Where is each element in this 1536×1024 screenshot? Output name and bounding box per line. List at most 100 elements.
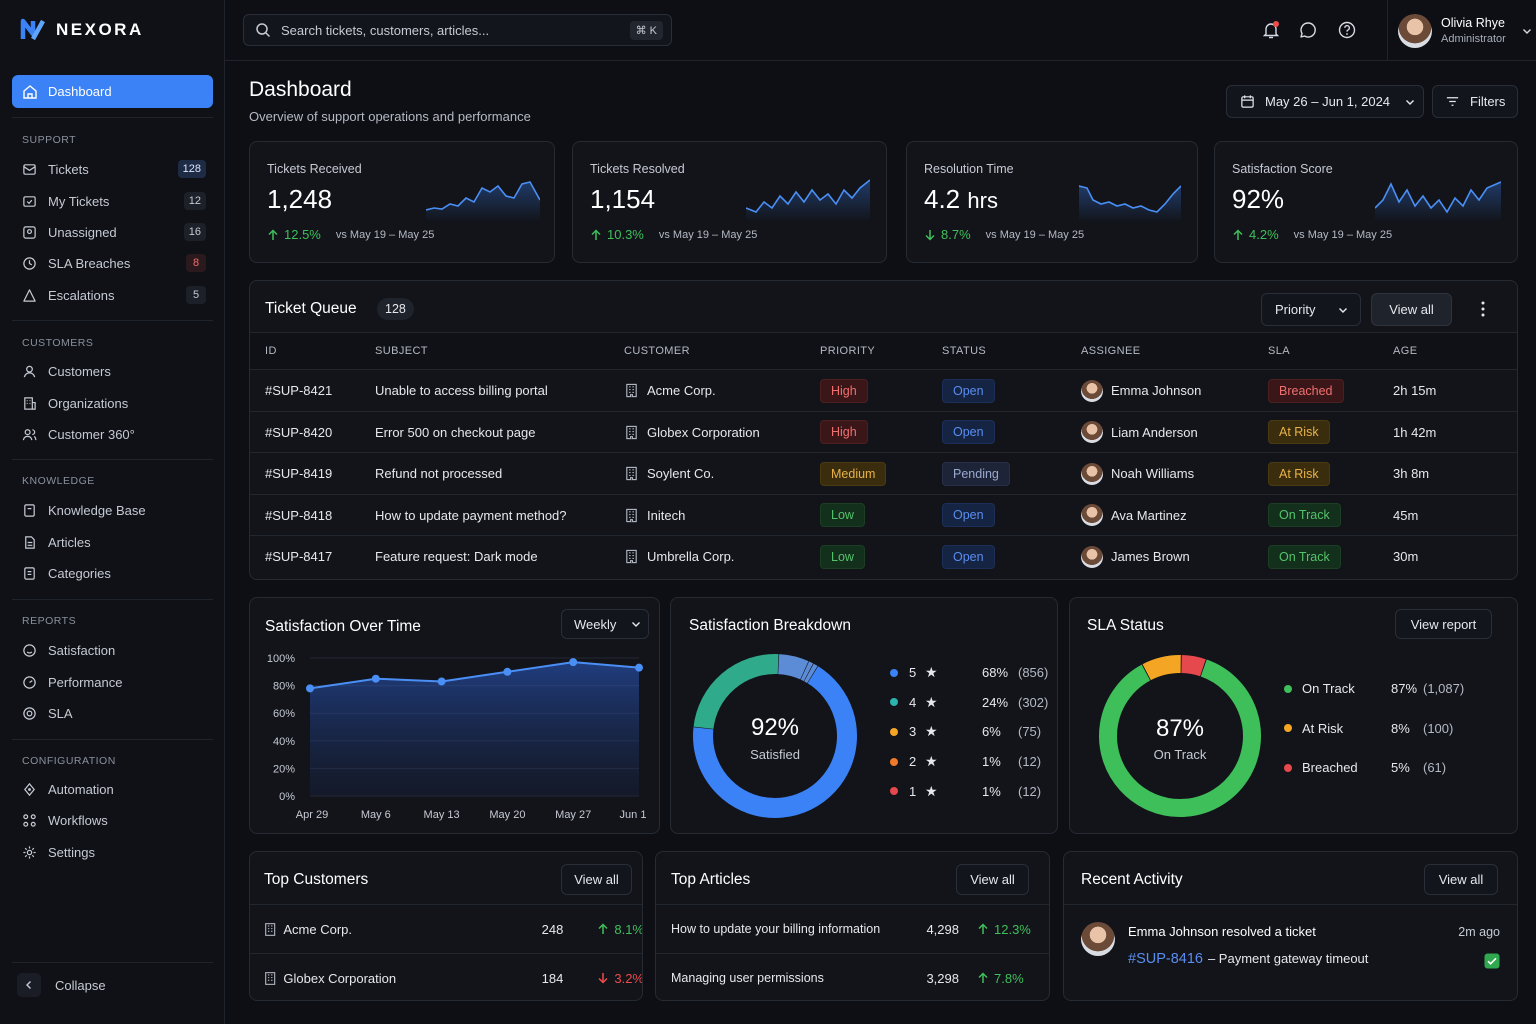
help-button[interactable] — [1337, 20, 1357, 40]
view-report-button[interactable]: View report — [1395, 609, 1492, 639]
table-row[interactable]: #SUP-8419 Refund not processed Soylent C… — [250, 452, 1517, 494]
list-item[interactable]: Globex Corporation 184 3.2% — [250, 953, 642, 1000]
period-select[interactable]: Weekly — [561, 609, 649, 639]
column-header[interactable]: ASSIGNEE — [1081, 345, 1141, 357]
customer-name: Soylent Co. — [647, 466, 715, 482]
ticket-subject[interactable]: Feature request: Dark mode — [375, 549, 538, 565]
column-header[interactable]: ID — [265, 345, 277, 357]
sidebar-item-sla-breaches[interactable]: SLA Breaches 8 — [22, 251, 206, 275]
legend-item: Breached 5% (61) — [1284, 760, 1446, 775]
kpi-card-satisfaction-score[interactable]: Satisfaction Score 92% 4.2% vs May 19 – M… — [1214, 141, 1518, 263]
search-input[interactable]: Search tickets, customers, articles... ⌘… — [243, 14, 672, 46]
messages-button[interactable] — [1298, 20, 1318, 40]
view-all-customers-button[interactable]: View all — [561, 864, 632, 895]
satisfaction-donut-chart — [693, 654, 857, 818]
article-change: 7.8% — [977, 971, 1024, 986]
sla-status-card: SLA Status View report 87% On Track On T… — [1069, 597, 1518, 834]
ticket-id[interactable]: #SUP-8418 — [265, 507, 333, 523]
sidebar-item-knowledge-base[interactable]: Knowledge Base — [22, 498, 206, 522]
donut-segment[interactable] — [1142, 655, 1182, 681]
sidebar-item-articles[interactable]: Articles — [22, 530, 206, 554]
table-row[interactable]: #SUP-8421 Unable to access billing porta… — [250, 369, 1517, 411]
kpi-value: 92% — [1232, 184, 1285, 214]
table-row[interactable]: #SUP-8417 Feature request: Dark mode Umb… — [250, 535, 1517, 577]
legend-pct: 8% — [1391, 720, 1410, 736]
data-point[interactable] — [569, 658, 578, 667]
data-point[interactable] — [437, 677, 446, 686]
sla-badge: Breached — [1268, 378, 1344, 403]
list-item[interactable]: How to update your billing information 4… — [656, 904, 1049, 953]
ticket-id[interactable]: #SUP-8421 — [265, 383, 333, 398]
ticket-subject[interactable]: Refund not processed — [375, 466, 503, 482]
building-icon — [24, 396, 36, 410]
kpi-card-tickets-resolved[interactable]: Tickets Resolved 1,154 10.3% vs May 19 – … — [572, 141, 887, 263]
priority-filter-select[interactable]: Priority — [1261, 293, 1361, 326]
more-vertical-icon[interactable] — [1476, 300, 1490, 318]
arrow-up-icon — [598, 923, 608, 934]
list-item[interactable]: Managing user permissions 3,298 7.8% — [656, 953, 1049, 1000]
kpi-card-resolution-time[interactable]: Resolution Time 4.2 hrs 8.7% vs May 19 – … — [906, 141, 1198, 263]
donut-segment[interactable] — [800, 661, 814, 682]
ticket-id[interactable]: #SUP-8420 — [265, 424, 333, 440]
view-all-activity-button[interactable]: View all — [1424, 864, 1498, 895]
donut-segment[interactable] — [693, 654, 779, 730]
data-point[interactable] — [503, 667, 512, 676]
search-placeholder: Search tickets, customers, articles... — [281, 22, 490, 38]
ticket-subject[interactable]: Unable to access billing portal — [375, 383, 548, 398]
table-row[interactable]: #SUP-8420 Error 500 on checkout page Glo… — [250, 410, 1517, 453]
notifications-button[interactable] — [1261, 20, 1281, 40]
sidebar-item-categories[interactable]: Categories — [22, 561, 206, 585]
donut-segment[interactable] — [1099, 659, 1261, 817]
sidebar-item-workflows[interactable]: Workflows — [22, 808, 206, 832]
sidebar-item-customers[interactable]: Customers — [22, 359, 206, 383]
app-logo[interactable]: NEXORA — [20, 18, 144, 42]
sidebar-item-performance[interactable]: Performance — [22, 670, 206, 694]
column-header[interactable]: AGE — [1393, 345, 1418, 357]
sidebar-item-sla[interactable]: SLA — [22, 701, 206, 725]
column-header[interactable]: CUSTOMER — [624, 345, 690, 357]
sidebar-item-tickets[interactable]: Tickets 128 — [22, 157, 206, 181]
sidebar-item-escalations[interactable]: Escalations 5 — [22, 283, 206, 307]
data-point[interactable] — [635, 663, 643, 672]
donut-segment[interactable] — [777, 654, 809, 680]
ticket-link[interactable]: #SUP-8416 — [1128, 951, 1203, 967]
sidebar-item-customer-360[interactable]: Customer 360° — [22, 422, 206, 446]
ticket-id[interactable]: #SUP-8417 — [265, 549, 333, 565]
date-range-picker[interactable]: May 26 – Jun 1, 2024 — [1226, 85, 1424, 118]
kpi-change: 10.3% vs May 19 – May 25 — [590, 227, 757, 242]
donut-center-value: 87% — [1155, 715, 1205, 742]
sidebar-item-organizations[interactable]: Organizations — [22, 391, 206, 415]
customer-name: Acme Corp. — [647, 383, 716, 398]
ticket-subject[interactable]: How to update payment method? — [375, 507, 567, 523]
data-point[interactable] — [371, 674, 380, 683]
legend-item: 1 ★ 1% (12) — [890, 783, 1041, 800]
table-row[interactable]: #SUP-8418 How to update payment method? … — [250, 493, 1517, 536]
kpi-period: vs May 19 – May 25 — [335, 228, 435, 241]
sidebar-item-unassigned[interactable]: Unassigned 16 — [22, 220, 206, 244]
donut-segment[interactable] — [1181, 655, 1206, 677]
sidebar-item-satisfaction[interactable]: Satisfaction — [22, 638, 206, 662]
sidebar-item-dashboard[interactable]: Dashboard — [12, 75, 213, 108]
sidebar-item-automation[interactable]: Automation — [22, 777, 206, 801]
collapse-button[interactable]: Collapse — [17, 973, 106, 997]
donut-segment[interactable] — [693, 666, 857, 818]
column-header[interactable]: SUBJECT — [375, 345, 428, 357]
column-header[interactable]: SLA — [1268, 345, 1290, 357]
filters-button[interactable]: Filters — [1432, 85, 1518, 118]
list-item[interactable]: Acme Corp. 248 8.1% — [250, 904, 642, 953]
data-point[interactable] — [306, 684, 314, 693]
view-all-tickets-button[interactable]: View all — [1371, 293, 1452, 326]
legend-pct: 68% — [982, 665, 1009, 680]
view-all-articles-button[interactable]: View all — [956, 864, 1029, 895]
kpi-card-tickets-received[interactable]: Tickets Received 1,248 12.5% vs May 19 – … — [249, 141, 555, 263]
user-menu[interactable]: Olivia Rhye Administrator — [1387, 0, 1533, 61]
ticket-subject[interactable]: Error 500 on checkout page — [375, 424, 536, 440]
column-header[interactable]: PRIORITY — [820, 345, 876, 357]
ticket-id[interactable]: #SUP-8419 — [265, 466, 333, 482]
sidebar-item-my-tickets[interactable]: My Tickets 12 — [22, 189, 206, 213]
sidebar-item-settings[interactable]: Settings — [22, 840, 206, 864]
column-header[interactable]: STATUS — [942, 345, 987, 357]
priority-badge: Medium — [820, 461, 887, 486]
donut-segment[interactable] — [804, 663, 818, 684]
legend-swatch — [890, 727, 898, 736]
